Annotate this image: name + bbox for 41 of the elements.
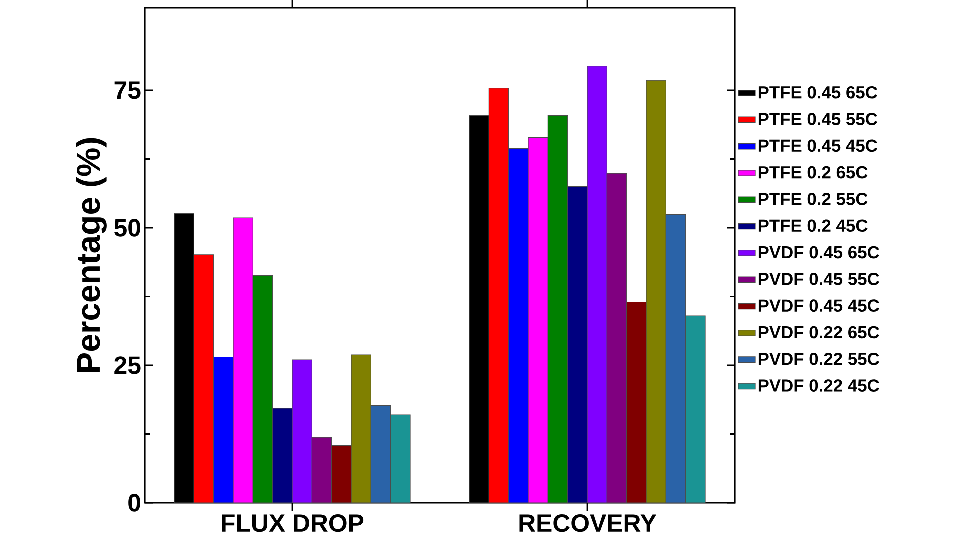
- y-tick-label: 75: [114, 82, 141, 100]
- legend-label: PTFE 0.45 65C: [758, 86, 878, 99]
- legend-label: PVDF 0.45 65C: [758, 246, 880, 259]
- bar: [686, 316, 706, 503]
- legend-label: PVDF 0.22 55C: [758, 352, 880, 366]
- x-tick-label: FLUX DROP: [222, 514, 364, 532]
- legend-label: PTFE 0.2 55C: [758, 193, 868, 206]
- bar: [194, 254, 214, 503]
- bar: [292, 360, 312, 503]
- bar: [568, 186, 588, 503]
- y-tick-label: 25: [114, 356, 141, 374]
- bar: [606, 173, 628, 503]
- bar: [548, 116, 568, 503]
- legend-label: PTFE 0.2 45C: [758, 220, 868, 232]
- bar: [272, 408, 293, 503]
- legend-label: PTFE 0.45 45C: [758, 140, 878, 152]
- bar: [370, 405, 392, 503]
- bar: [312, 437, 332, 503]
- bar: [332, 446, 352, 503]
- y-axis-title: Percentage (%): [76, 138, 107, 372]
- bar: [488, 88, 510, 503]
- bar: [252, 276, 274, 503]
- bar: [233, 218, 254, 503]
- legend-label: PVDF 0.22 65C: [758, 326, 880, 339]
- bar: [351, 354, 372, 503]
- bar: [214, 356, 234, 503]
- legend-label: PVDF 0.45 45C: [758, 300, 880, 312]
- bar: [528, 138, 548, 503]
- bar: [626, 302, 647, 503]
- bar: [666, 214, 686, 503]
- legend-label: PTFE 0.45 55C: [758, 113, 878, 126]
- legend-label: PVDF 0.45 55C: [758, 273, 880, 286]
- legend-label: PVDF 0.22 45C: [758, 380, 880, 392]
- legend-label: PTFE 0.2 65C: [758, 166, 868, 179]
- y-tick-label: 0: [128, 494, 140, 512]
- bar: [587, 66, 608, 503]
- bar: [508, 148, 529, 503]
- x-tick-label: RECOVERY: [520, 514, 657, 532]
- bar: [390, 414, 411, 503]
- bar: [646, 80, 666, 503]
- y-tick-label: 50: [114, 219, 140, 237]
